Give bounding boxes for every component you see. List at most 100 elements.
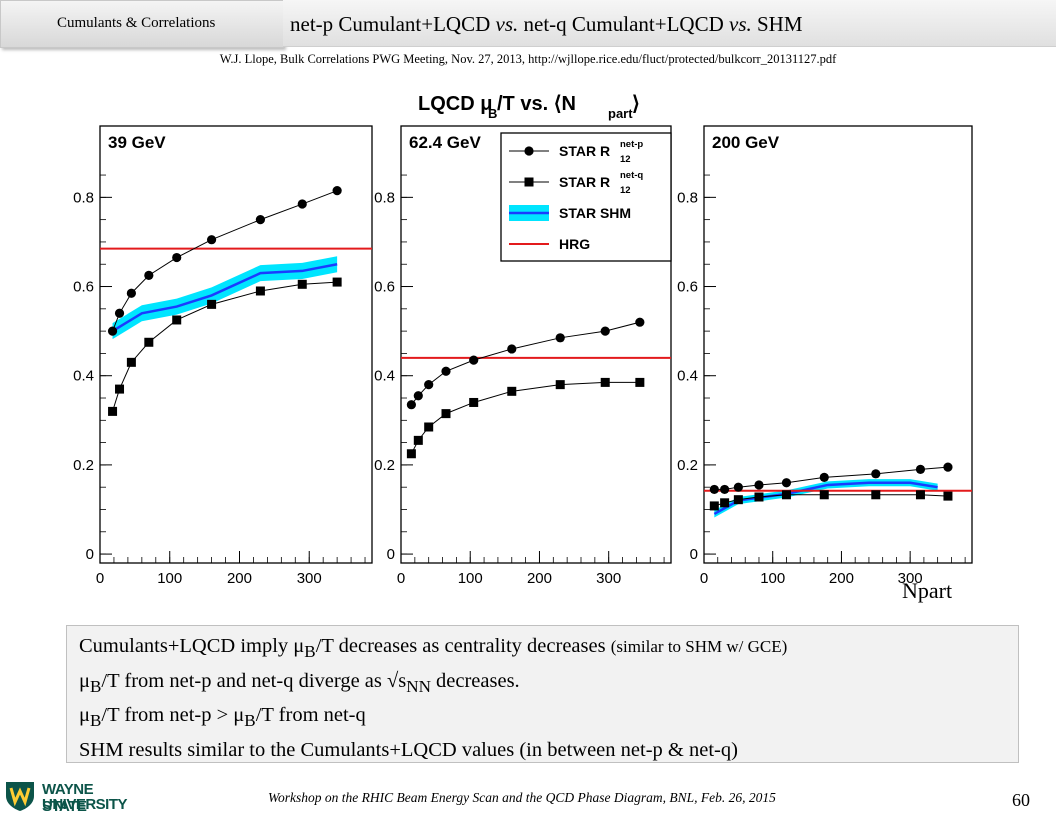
y-tick-label: 0 bbox=[86, 546, 94, 563]
net-p-point bbox=[709, 484, 719, 495]
x-tick-label: 100 bbox=[458, 570, 483, 586]
net-q-point bbox=[943, 491, 953, 501]
net-q-point bbox=[555, 380, 565, 390]
shm-band bbox=[112, 256, 338, 340]
legend-label: STAR SHM bbox=[559, 205, 631, 221]
y-tick-label: 0.6 bbox=[73, 279, 94, 296]
text: /T decreases as centrality decreases bbox=[315, 635, 611, 657]
net-q-point bbox=[871, 490, 881, 500]
x-tick-label: 300 bbox=[898, 570, 923, 586]
net-p-point bbox=[126, 288, 136, 298]
title-vs: vs. bbox=[729, 12, 752, 36]
net-p-point bbox=[332, 186, 342, 196]
university-logo: WAYNE STATE UNIVERSITY bbox=[4, 780, 136, 815]
legend-square-marker bbox=[524, 177, 534, 187]
net-p-point bbox=[871, 469, 881, 479]
net-q-point bbox=[781, 490, 791, 500]
net-p-point bbox=[297, 199, 307, 209]
net-p-point bbox=[507, 344, 517, 354]
summary-line-1: Cumulants+LQCD imply μB/T decreases as c… bbox=[79, 632, 1006, 667]
text: μ bbox=[79, 704, 90, 727]
net-q-point bbox=[915, 490, 925, 500]
sub: B bbox=[90, 711, 102, 731]
citation: W.J. Llope, Bulk Correlations PWG Meetin… bbox=[219, 52, 837, 66]
y-tick-label: 0.4 bbox=[73, 368, 94, 385]
net-p-point bbox=[107, 326, 118, 336]
net-p-point bbox=[424, 380, 434, 390]
y-tick-label: 0.6 bbox=[374, 279, 395, 296]
net-q-point bbox=[406, 449, 416, 459]
panel-label: 39 GeV bbox=[108, 133, 166, 152]
net-p-point bbox=[206, 235, 217, 245]
legend-label-sub: 12 bbox=[620, 185, 631, 196]
x-tick-label: 100 bbox=[157, 570, 182, 586]
text: decreases. bbox=[430, 669, 520, 692]
y-tick-label: 0.8 bbox=[73, 189, 94, 206]
net-p-point bbox=[720, 484, 730, 495]
net-q-point bbox=[507, 386, 517, 396]
net-q-point bbox=[297, 279, 307, 289]
footer-text: Workshop on the RHIC Beam Energy Scan an… bbox=[268, 790, 776, 805]
title-part: SHM bbox=[751, 12, 803, 36]
section-label: Cumulants & Correlations bbox=[57, 15, 216, 31]
panel-2: 0 0.2 0.4 0.6 0.8 0 100 200 300 62.4 GeV bbox=[374, 125, 672, 586]
title-part: net-q Cumulant+LQCD bbox=[518, 12, 729, 36]
text: μ bbox=[79, 669, 90, 692]
y-tick-label: 0 bbox=[387, 546, 395, 563]
legend-label: STAR R bbox=[559, 174, 610, 190]
net-p-point bbox=[144, 270, 154, 280]
net-q-point bbox=[709, 501, 719, 511]
logo-line-1: WAYNE STATE bbox=[42, 781, 94, 815]
x-tick-label: 200 bbox=[227, 570, 252, 586]
y-tick-label: 0.4 bbox=[677, 368, 698, 385]
y-tick-label: 0.4 bbox=[374, 368, 395, 385]
net-p-point bbox=[635, 317, 645, 327]
text: Cumulants+LQCD imply μ bbox=[79, 635, 305, 657]
title-bar bbox=[283, 0, 1056, 47]
chart-title-main: LQCD μ bbox=[418, 93, 492, 115]
x-tick-label: 200 bbox=[829, 570, 854, 586]
net-q-point bbox=[469, 397, 479, 407]
net-p-point bbox=[733, 482, 743, 492]
text: /T from net-q bbox=[255, 704, 366, 727]
net-p-point bbox=[172, 252, 182, 263]
legend-circle-marker bbox=[524, 146, 534, 156]
net-q-point bbox=[819, 490, 829, 500]
x-tick-label: 0 bbox=[96, 570, 104, 586]
net-p-point bbox=[413, 391, 423, 401]
chart-title-tail: /T vs. ⟨N bbox=[497, 93, 576, 115]
x-tick-label: 100 bbox=[760, 570, 785, 586]
x-tick-label: 300 bbox=[596, 570, 621, 586]
y-tick-label: 0.8 bbox=[677, 189, 698, 206]
chart: LQCD μ B /T vs. ⟨N part ⟩ 0 0.2 0.4 0.6 0.8 0… bbox=[73, 93, 973, 586]
y-tick-label: 0 bbox=[690, 546, 698, 563]
chart-title-sub2: part bbox=[608, 106, 633, 121]
net-q-point bbox=[126, 357, 136, 367]
net-q-point bbox=[635, 377, 645, 387]
legend-label-sub: 12 bbox=[620, 154, 631, 165]
panel-label: 200 GeV bbox=[712, 133, 780, 152]
net-p-point bbox=[943, 462, 953, 472]
net-q-point bbox=[144, 337, 154, 347]
sub: B bbox=[90, 676, 102, 696]
net-q-point bbox=[720, 498, 730, 508]
net-p-point bbox=[915, 464, 926, 474]
y-tick-label: 0.8 bbox=[374, 189, 395, 206]
chart-title-sub: B bbox=[488, 106, 497, 121]
legend-label: HRG bbox=[559, 236, 590, 252]
text: /T from net-p and net-q diverge as √s bbox=[101, 669, 407, 692]
net-p-point bbox=[441, 366, 451, 376]
summary-box: Cumulants+LQCD imply μ B/T decreases as c… bbox=[66, 625, 1019, 763]
net-q-point bbox=[754, 492, 764, 502]
net-q-point bbox=[255, 286, 265, 296]
title-part: net-p Cumulant+LQCD bbox=[290, 12, 496, 36]
summary-line-2: μB/T from net-p and net-q diverge as √sN… bbox=[79, 667, 1006, 702]
net-p-point bbox=[469, 355, 479, 365]
text: /T from net-p > μ bbox=[101, 704, 245, 727]
section-tab: Cumulants & Correlations bbox=[0, 0, 284, 48]
net-q-point bbox=[600, 377, 610, 387]
x-tick-label: 0 bbox=[700, 570, 708, 586]
y-tick-label: 0.2 bbox=[677, 457, 698, 474]
chart-title: LQCD μ B /T vs. ⟨N part ⟩ bbox=[418, 93, 640, 121]
summary-line-3: μB/T from net-p > μB/T from net-q bbox=[79, 701, 1006, 736]
